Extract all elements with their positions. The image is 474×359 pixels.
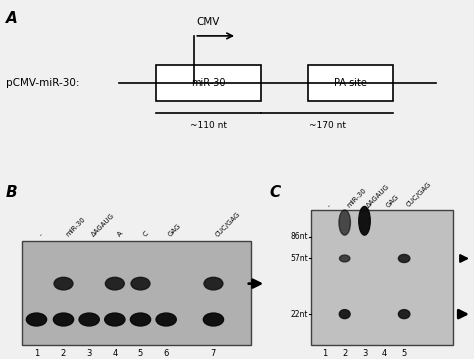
Text: CMV: CMV <box>197 17 220 27</box>
Ellipse shape <box>131 277 150 290</box>
Text: GAG: GAG <box>385 193 401 208</box>
Ellipse shape <box>130 313 151 326</box>
Ellipse shape <box>359 206 370 235</box>
Text: 2: 2 <box>342 349 347 358</box>
Bar <box>308 65 393 101</box>
Ellipse shape <box>339 210 350 235</box>
Text: 7: 7 <box>211 349 216 358</box>
Bar <box>156 65 261 101</box>
Text: 57nt: 57nt <box>291 254 308 263</box>
Text: miR-30: miR-30 <box>191 78 226 88</box>
Ellipse shape <box>204 277 223 290</box>
Ellipse shape <box>156 313 176 326</box>
Text: ΔAGAUG: ΔAGAUG <box>365 183 391 208</box>
Text: 1: 1 <box>322 349 328 358</box>
Text: miR-30: miR-30 <box>346 186 367 208</box>
Text: 1: 1 <box>34 349 39 358</box>
Ellipse shape <box>79 313 99 326</box>
Text: A: A <box>6 11 18 26</box>
Text: 2: 2 <box>61 349 66 358</box>
Text: -: - <box>326 202 332 208</box>
Text: 3: 3 <box>86 349 92 358</box>
Text: -: - <box>38 232 44 238</box>
Bar <box>22 241 251 345</box>
Ellipse shape <box>27 313 46 326</box>
Text: CUC/GAG: CUC/GAG <box>405 181 432 208</box>
Ellipse shape <box>203 313 224 326</box>
Ellipse shape <box>339 309 350 319</box>
Ellipse shape <box>398 255 410 262</box>
Text: pCMV-miR-30:: pCMV-miR-30: <box>6 78 79 88</box>
Text: B: B <box>5 185 17 200</box>
Text: 4: 4 <box>112 349 118 358</box>
Text: A: A <box>116 230 124 238</box>
Ellipse shape <box>54 313 73 326</box>
Text: 5: 5 <box>138 349 143 358</box>
Text: GAG: GAG <box>167 223 182 238</box>
Ellipse shape <box>54 277 73 290</box>
Text: 22nt: 22nt <box>291 309 308 319</box>
Text: 5: 5 <box>401 349 407 358</box>
Ellipse shape <box>339 255 350 262</box>
Ellipse shape <box>398 309 410 319</box>
Ellipse shape <box>105 277 124 290</box>
Text: ΔAGAUG: ΔAGAUG <box>91 213 116 238</box>
Text: C: C <box>270 185 281 200</box>
Ellipse shape <box>105 313 125 326</box>
Text: miR-30: miR-30 <box>65 216 87 238</box>
Text: CUC/GAG: CUC/GAG <box>215 211 242 238</box>
Text: 3: 3 <box>362 349 367 358</box>
Text: 6: 6 <box>164 349 169 358</box>
Bar <box>311 210 453 345</box>
Text: ~170 nt: ~170 nt <box>309 121 346 130</box>
Text: ~110 nt: ~110 nt <box>190 121 227 130</box>
Text: PA site: PA site <box>334 78 367 88</box>
Text: C: C <box>142 230 149 238</box>
Text: 86nt: 86nt <box>291 232 308 242</box>
Text: 4: 4 <box>382 349 387 358</box>
